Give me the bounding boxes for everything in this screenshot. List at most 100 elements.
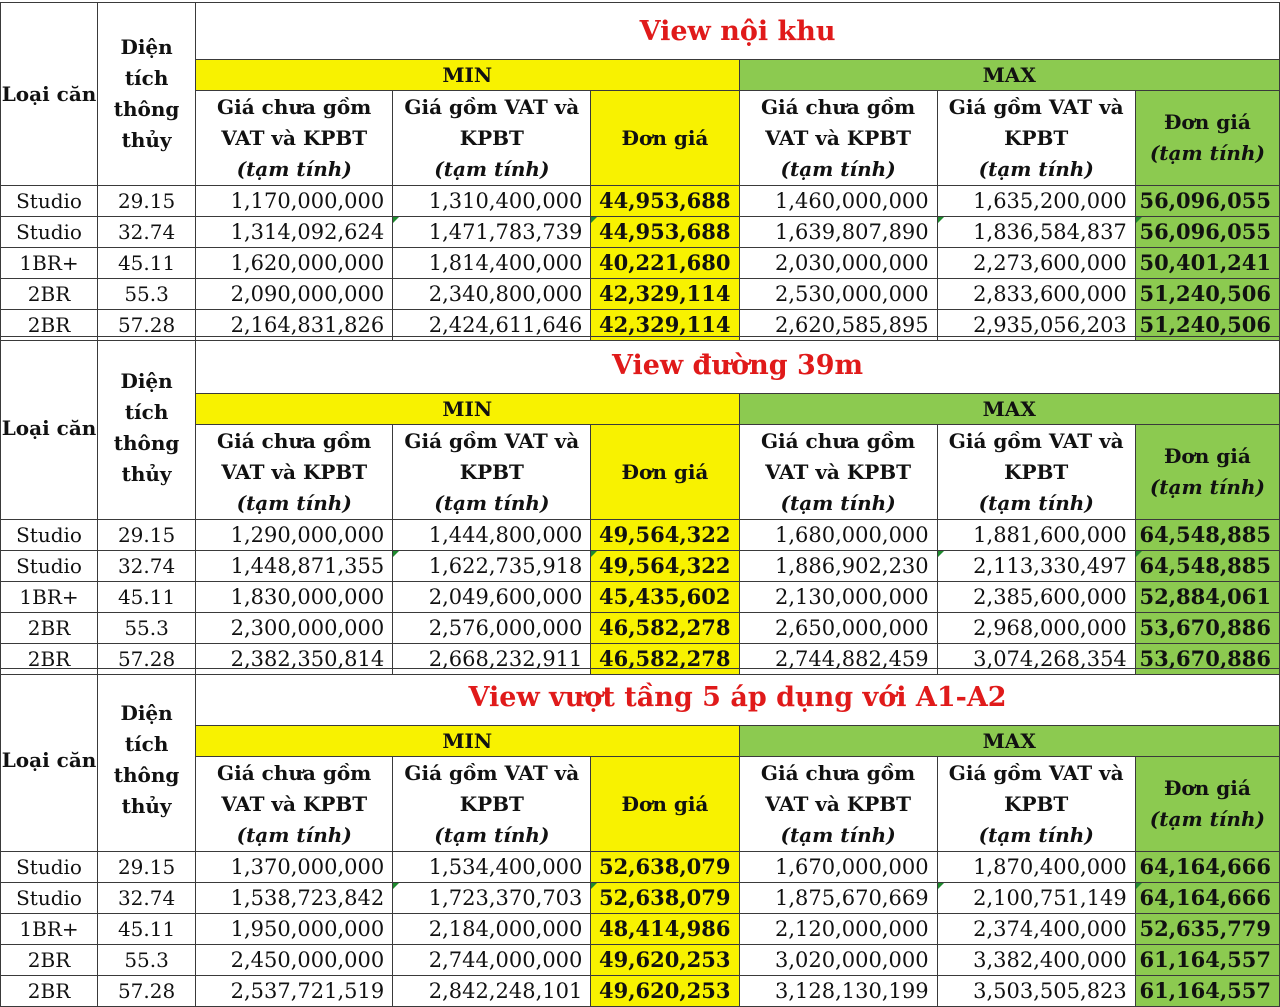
table-row: Studio 29.15 1,370,000,000 1,534,400,000 52,… <box>0 851 1280 883</box>
section-title: View đường 39m <box>195 336 1280 394</box>
table-cell: 64,548,885 <box>1134 519 1280 551</box>
table-cell: 2,184,000,000 <box>392 913 592 945</box>
table-cell: Studio <box>0 216 99 248</box>
table-row: 2BR 55.3 2,300,000,000 2,576,000,000 46,582,… <box>0 612 1280 644</box>
table-cell: 1,680,000,000 <box>738 519 938 551</box>
price-table-1: Loại căn Diện tích thông thủy View nội khu… <box>0 2 1280 341</box>
table-cell: 1,635,200,000 <box>936 185 1136 217</box>
price-table-2: Loại căn Diện tích thông thủy View đường 3… <box>0 336 1280 675</box>
table-cell: 64,548,885 <box>1134 550 1280 582</box>
table-cell: 49,564,322 <box>590 550 740 582</box>
table-cell: Studio <box>0 550 99 582</box>
table-cell: 55.3 <box>97 944 197 976</box>
table-cell: 1BR+ <box>0 247 99 279</box>
max-col-gia-gom-note: (tạm tính) <box>978 822 1094 847</box>
table-cell: 1,830,000,000 <box>195 581 394 613</box>
table-cell: 52,884,061 <box>1134 581 1280 613</box>
max-col-don-gia-label: Đơn giá <box>1163 110 1251 134</box>
table-cell: 1,836,584,837 <box>936 216 1136 248</box>
table-cell: 2,385,600,000 <box>936 581 1136 613</box>
table-cell: 3,503,505,823 <box>936 975 1136 1007</box>
table-cell: 1,620,000,000 <box>195 247 394 279</box>
table-cell: 2,530,000,000 <box>738 278 938 310</box>
max-header: MAX <box>738 393 1280 425</box>
table-cell: 32.74 <box>97 550 197 582</box>
table-cell: Studio <box>0 851 99 883</box>
table-cell: 64,164,666 <box>1134 882 1280 914</box>
max-col-gia-gom: Giá gồm VAT và KPBT (tạm tính) <box>936 90 1136 186</box>
min-col-don-gia: Đơn giá <box>590 424 740 520</box>
table-cell: 2,935,056,203 <box>936 309 1136 341</box>
table-cell: 1,870,400,000 <box>936 851 1136 883</box>
table-row: 2BR 55.3 2,090,000,000 2,340,800,000 42,329,… <box>0 278 1280 310</box>
min-col-gia-chua-label: Giá chưa gồm VAT và KPBT <box>217 94 372 150</box>
table-row: Studio 32.74 1,538,723,842 1,723,370,703 52,… <box>0 882 1280 914</box>
table-cell: 2,620,585,895 <box>738 309 938 341</box>
min-col-gia-chua-note: (tạm tính) <box>236 822 352 847</box>
max-col-gia-chua-label: Giá chưa gồm VAT và KPBT <box>760 428 916 484</box>
min-col-gia-chua-label: Giá chưa gồm VAT và KPBT <box>217 428 372 484</box>
min-col-gia-gom-note: (tạm tính) <box>434 156 550 181</box>
table-row: Studio 32.74 1,448,871,355 1,622,735,918 49,… <box>0 550 1280 582</box>
table-cell: 2,744,000,000 <box>392 944 592 976</box>
min-col-gia-gom-label: Giá gồm VAT và KPBT <box>404 760 580 816</box>
table-cell: 57.28 <box>97 309 197 341</box>
min-header: MIN <box>195 59 740 91</box>
max-col-don-gia-label: Đơn giá <box>1163 444 1251 468</box>
min-col-gia-chua-note: (tạm tính) <box>236 156 352 181</box>
min-col-don-gia-label: Đơn giá <box>621 125 709 150</box>
table-cell: 1,314,092,624 <box>195 216 394 248</box>
max-col-don-gia: Đơn giá (tạm tính) <box>1134 424 1280 520</box>
table-cell: 1,538,723,842 <box>195 882 394 914</box>
table-cell: 2,833,600,000 <box>936 278 1136 310</box>
table-cell: 2,374,400,000 <box>936 913 1136 945</box>
table-cell: 32.74 <box>97 882 197 914</box>
header-dien-tich: Diện tích thông thủy <box>97 668 197 852</box>
max-col-gia-gom-note: (tạm tính) <box>978 156 1094 181</box>
max-col-don-gia: Đơn giá (tạm tính) <box>1134 90 1280 186</box>
table-cell: 57.28 <box>97 643 197 675</box>
table-cell: 61,164,557 <box>1134 944 1280 976</box>
table-cell: 2,100,751,149 <box>936 882 1136 914</box>
table-cell: 2BR <box>0 612 99 644</box>
table-cell: 51,240,506 <box>1134 309 1280 341</box>
max-col-gia-chua-label: Giá chưa gồm VAT và KPBT <box>760 94 916 150</box>
table-row: 2BR 55.3 2,450,000,000 2,744,000,000 49,620,… <box>0 944 1280 976</box>
min-col-gia-chua: Giá chưa gồm VAT và KPBT (tạm tính) <box>195 756 394 852</box>
header-dien-tich: Diện tích thông thủy <box>97 2 197 186</box>
table-cell: 29.15 <box>97 185 197 217</box>
min-col-don-gia: Đơn giá <box>590 90 740 186</box>
table-cell: 2,120,000,000 <box>738 913 938 945</box>
table-cell: 2,049,600,000 <box>392 581 592 613</box>
table-cell: 2,340,800,000 <box>392 278 592 310</box>
table-cell: 1BR+ <box>0 913 99 945</box>
table-row: Studio 29.15 1,290,000,000 1,444,800,000 49,… <box>0 519 1280 551</box>
table-cell: 3,382,400,000 <box>936 944 1136 976</box>
table-cell: Studio <box>0 519 99 551</box>
max-col-gia-gom-label: Giá gồm VAT và KPBT <box>948 94 1124 150</box>
table-cell: 2,113,330,497 <box>936 550 1136 582</box>
table-row: Studio 32.74 1,314,092,624 1,471,783,739 44,… <box>0 216 1280 248</box>
table-cell: 46,582,278 <box>590 612 740 644</box>
table-cell: 1,370,000,000 <box>195 851 394 883</box>
table-cell: 29.15 <box>97 519 197 551</box>
header-loai-can: Loại căn <box>0 2 99 186</box>
table-cell: 2,576,000,000 <box>392 612 592 644</box>
max-header: MAX <box>738 725 1280 757</box>
table-cell: 2,537,721,519 <box>195 975 394 1007</box>
table-cell: 32.74 <box>97 216 197 248</box>
min-col-gia-gom-label: Giá gồm VAT và KPBT <box>404 94 580 150</box>
min-col-don-gia: Đơn giá <box>590 756 740 852</box>
max-col-don-gia-label: Đơn giá <box>1163 776 1251 800</box>
table-cell: 1,886,902,230 <box>738 550 938 582</box>
table-cell: 1,875,670,669 <box>738 882 938 914</box>
min-col-gia-gom-note: (tạm tính) <box>434 490 550 515</box>
table-cell: 2BR <box>0 944 99 976</box>
table-cell: 2BR <box>0 975 99 1007</box>
min-col-gia-chua: Giá chưa gồm VAT và KPBT (tạm tính) <box>195 90 394 186</box>
table-cell: 1,290,000,000 <box>195 519 394 551</box>
max-header: MAX <box>738 59 1280 91</box>
table-cell: 2BR <box>0 309 99 341</box>
header-loai-can: Loại căn <box>0 336 99 520</box>
table-row: 1BR+ 45.11 1,620,000,000 1,814,400,000 40,22… <box>0 247 1280 279</box>
